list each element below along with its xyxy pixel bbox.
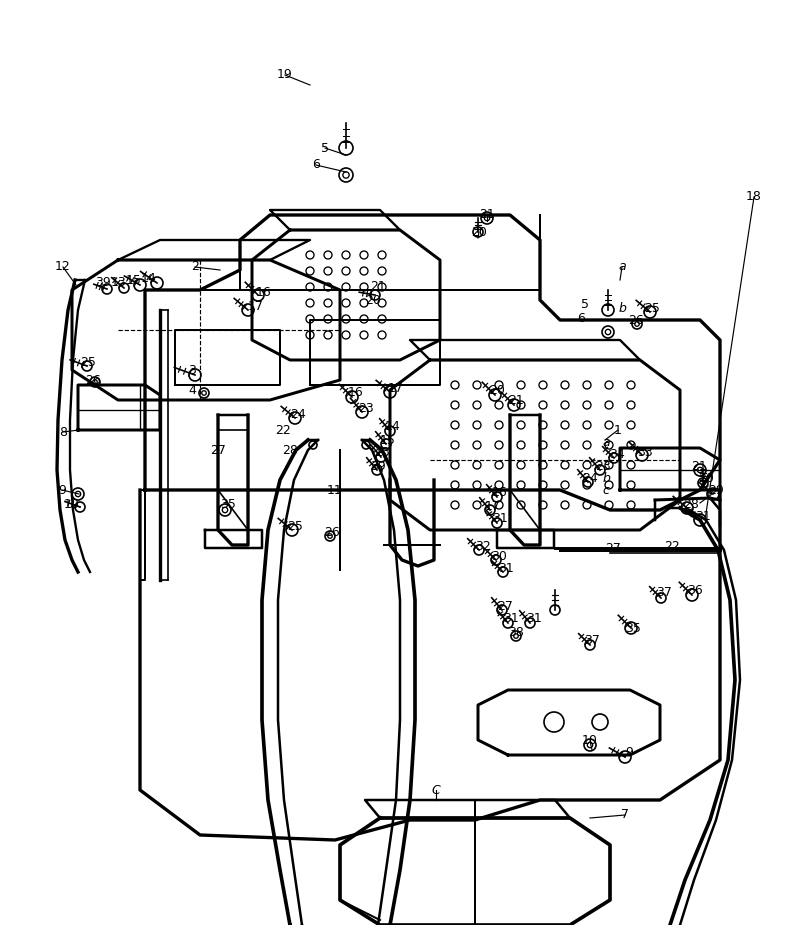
Text: C: C: [432, 783, 441, 796]
Text: 13: 13: [375, 447, 391, 460]
Text: 5: 5: [321, 142, 329, 154]
Text: 27: 27: [605, 542, 621, 556]
Text: 23: 23: [358, 401, 374, 414]
Text: 26: 26: [85, 374, 101, 387]
Text: 20: 20: [698, 473, 714, 486]
Text: 8: 8: [59, 426, 67, 438]
Text: b: b: [602, 472, 610, 485]
Text: 10: 10: [582, 734, 598, 747]
Text: 25: 25: [80, 356, 96, 369]
Text: 19: 19: [277, 68, 293, 81]
Text: 27: 27: [210, 443, 226, 457]
Text: 9: 9: [625, 746, 633, 758]
Text: 13: 13: [111, 277, 127, 290]
Text: 39: 39: [370, 460, 386, 473]
Text: 21: 21: [508, 394, 524, 408]
Text: 38: 38: [508, 625, 524, 638]
Text: a: a: [602, 437, 610, 450]
Text: 37: 37: [656, 586, 672, 599]
Text: 30: 30: [491, 550, 507, 563]
Text: 25: 25: [644, 302, 660, 314]
Text: 22: 22: [664, 539, 680, 552]
Text: a: a: [619, 261, 626, 274]
Text: 29: 29: [708, 485, 724, 498]
Text: 23: 23: [595, 461, 611, 474]
Text: 34: 34: [609, 449, 625, 462]
Text: 24: 24: [290, 408, 306, 421]
Text: 17: 17: [388, 381, 404, 394]
Text: c: c: [603, 485, 609, 498]
Text: 20: 20: [365, 294, 381, 307]
Text: 7: 7: [621, 808, 629, 821]
Text: 10: 10: [64, 498, 80, 511]
Text: 3: 3: [188, 364, 196, 377]
Text: 35: 35: [220, 499, 236, 512]
Text: 21: 21: [370, 279, 386, 292]
Text: 33: 33: [637, 446, 653, 459]
Text: 31: 31: [695, 510, 711, 523]
Text: 21: 21: [691, 460, 707, 473]
Text: 18: 18: [746, 191, 762, 204]
Text: 20: 20: [471, 226, 487, 239]
Text: 28: 28: [683, 498, 699, 511]
Text: 26: 26: [324, 525, 340, 538]
Text: 9: 9: [58, 484, 66, 497]
Text: 37: 37: [584, 635, 600, 648]
Text: 2: 2: [191, 261, 199, 274]
Text: 35: 35: [625, 622, 641, 635]
Text: 24: 24: [582, 472, 598, 485]
Text: 17: 17: [248, 300, 264, 313]
Text: 27: 27: [497, 600, 513, 613]
Text: 1: 1: [614, 424, 622, 437]
Text: 12: 12: [55, 261, 71, 274]
Text: 22: 22: [275, 425, 291, 438]
Text: 26: 26: [628, 314, 644, 327]
Text: 16: 16: [256, 286, 272, 299]
Text: 39: 39: [95, 277, 111, 290]
Text: 4: 4: [188, 384, 196, 397]
Text: 14: 14: [141, 272, 157, 285]
Text: 5: 5: [581, 299, 589, 312]
Text: 16: 16: [492, 487, 508, 500]
Text: 25: 25: [287, 521, 303, 534]
Text: 31: 31: [503, 612, 519, 625]
Text: 36: 36: [687, 584, 703, 597]
Text: 21: 21: [479, 208, 495, 221]
Text: 14: 14: [385, 421, 401, 434]
Text: 20: 20: [489, 385, 505, 398]
Text: 16: 16: [348, 387, 364, 400]
Text: 15: 15: [380, 434, 396, 447]
Text: 32: 32: [475, 539, 491, 552]
Text: 11: 11: [327, 484, 343, 497]
Text: 6: 6: [577, 312, 585, 325]
Text: 15: 15: [126, 274, 142, 287]
Text: 28: 28: [282, 443, 298, 457]
Text: 17: 17: [485, 500, 501, 512]
Text: 6: 6: [312, 158, 320, 171]
Text: b: b: [618, 302, 626, 314]
Text: 31: 31: [526, 612, 542, 625]
Text: 31: 31: [492, 512, 508, 525]
Text: 31: 31: [498, 561, 514, 574]
